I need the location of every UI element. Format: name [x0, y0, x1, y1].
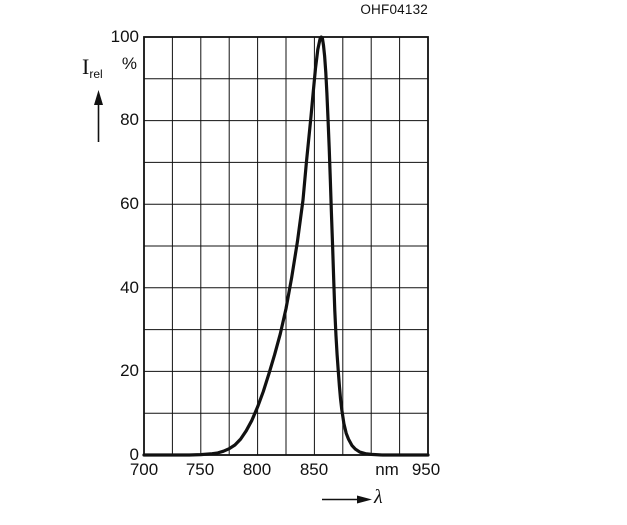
x-tick-800: 800: [242, 460, 272, 479]
y-tick-80: 80: [120, 110, 139, 129]
y-tick-0: 0: [129, 445, 139, 464]
y-tick-40: 40: [120, 278, 139, 297]
x-tick-950: 950: [411, 460, 441, 479]
x-tick-700: 700: [129, 460, 159, 479]
x-tick-750: 750: [185, 460, 215, 479]
x-axis-right-arrow-icon: [322, 495, 372, 504]
figure-id-label: OHF04132: [360, 2, 428, 17]
y-axis-symbol-subscript: rel: [89, 67, 103, 81]
x-tick-850: 850: [299, 460, 329, 479]
y-axis-unit-label: %: [121, 54, 137, 73]
y-tick-20: 20: [120, 361, 139, 380]
x-axis-symbol-lambda: λ: [374, 486, 383, 508]
y-tick-60: 60: [120, 194, 139, 213]
y-axis-up-arrow-icon: [94, 90, 103, 142]
x-axis-unit-nm: nm: [375, 460, 399, 479]
y-axis-symbol: I: [82, 54, 90, 79]
y-axis-quantity-label: Irel: [82, 55, 103, 86]
y-tick-100: 100: [110, 27, 139, 46]
